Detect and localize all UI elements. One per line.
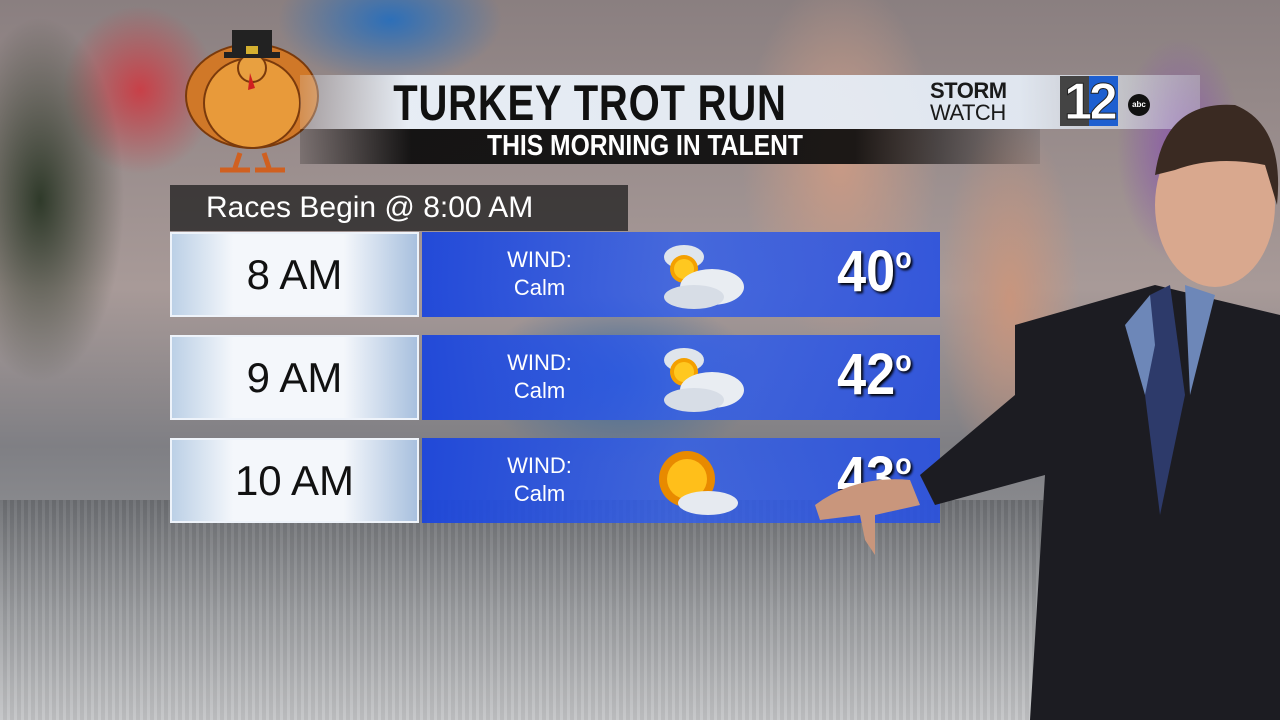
page-subtitle: THIS MORNING IN TALENT bbox=[487, 130, 803, 162]
forecast-row: 9 AM WIND: Calm 42o bbox=[170, 335, 940, 420]
forecast-row: 8 AM WIND: Calm 40o bbox=[170, 232, 940, 317]
wind-info: WIND: Calm bbox=[482, 349, 597, 405]
temperature-value: 40 bbox=[837, 239, 896, 304]
wind-value: Calm bbox=[513, 378, 566, 403]
forecast-panel: WIND: Calm 42o bbox=[422, 335, 940, 420]
logo-line2: WATCH bbox=[930, 100, 1006, 125]
logo-number: 12 bbox=[1060, 76, 1118, 129]
forecast-panel: WIND: Calm 40o bbox=[422, 232, 940, 317]
subtitle-bar bbox=[300, 129, 1040, 164]
forecast-time: 8 AM bbox=[170, 232, 419, 317]
wind-info: WIND: Calm bbox=[482, 246, 597, 302]
temperature-value: 42 bbox=[837, 342, 896, 407]
degree-symbol: o bbox=[895, 448, 912, 481]
temperature: 42o bbox=[837, 341, 912, 408]
wind-label: WIND: bbox=[507, 453, 572, 478]
mostly-sunny-icon bbox=[659, 451, 738, 515]
logo-line1: STORM bbox=[930, 78, 1007, 103]
abc-logo: abc bbox=[1128, 94, 1150, 116]
degree-symbol: o bbox=[895, 345, 912, 378]
forecast-time: 9 AM bbox=[170, 335, 419, 420]
wind-label: WIND: bbox=[507, 350, 572, 375]
temperature: 40o bbox=[837, 238, 912, 305]
race-start-note: Races Begin @ 8:00 AM bbox=[170, 185, 628, 231]
wind-info: WIND: Calm bbox=[482, 452, 597, 508]
wind-label: WIND: bbox=[507, 247, 572, 272]
presenter bbox=[815, 104, 1280, 720]
wind-value: Calm bbox=[513, 481, 566, 506]
forecast-time: 10 AM bbox=[170, 438, 419, 523]
stormwatch-12-logo: STORM WATCH 12 abc bbox=[930, 76, 1152, 129]
page-title: TURKEY TROT RUN bbox=[393, 75, 787, 131]
partly-cloudy-icon bbox=[664, 348, 744, 412]
forecast-row: 10 AM WIND: Calm 43o bbox=[170, 438, 940, 523]
title-bar bbox=[300, 75, 1200, 129]
partly-cloudy-icon bbox=[664, 245, 744, 309]
degree-symbol: o bbox=[895, 242, 912, 275]
wind-value: Calm bbox=[513, 275, 566, 300]
